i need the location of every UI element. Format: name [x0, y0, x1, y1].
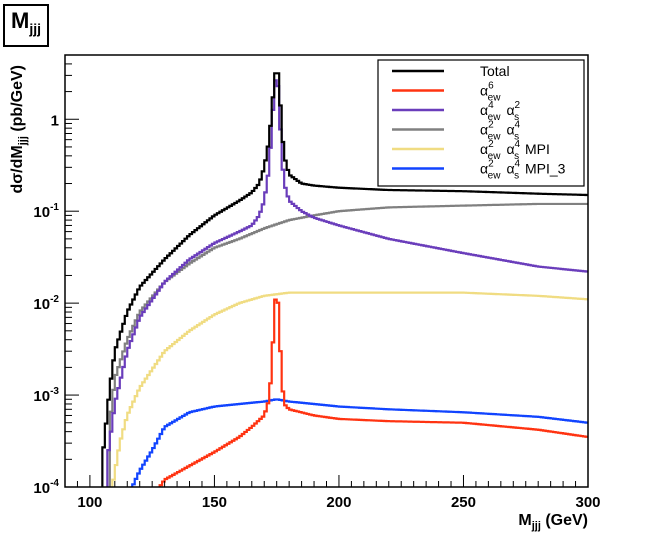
x-tick-label: 200 [326, 494, 351, 511]
figure-title-sub: jjj [29, 20, 41, 37]
y-tick-label: 10-2 [33, 294, 59, 313]
x-tick-label: 300 [575, 494, 600, 511]
legend-box [377, 59, 585, 187]
x-axis-label-unit: (GeV) [541, 512, 588, 529]
series-line-5 [131, 398, 588, 487]
y-tick-label: 10-4 [33, 478, 59, 497]
series-line-4 [111, 291, 588, 487]
y-tick-label: 1 [51, 112, 59, 129]
legend-entry: α2 ew α4 s MPI [480, 139, 550, 162]
legend-entry: α6 ew [480, 81, 501, 104]
x-tick-label: 100 [77, 494, 102, 511]
y-axis-label-sub: jjj [17, 136, 29, 146]
series-line-0 [101, 72, 588, 487]
y-axis-label-main: dσ/dM [9, 145, 26, 193]
x-tick-label: 150 [202, 494, 227, 511]
x-axis-label-sub: jjj [531, 520, 541, 532]
legend-entry: Total [480, 63, 510, 79]
series-line-1 [158, 298, 588, 487]
x-axis: 100 150 200 250 300 [64, 475, 601, 511]
y-axis-label-unit: (pb/GeV) [9, 65, 26, 136]
series-layer [101, 72, 588, 487]
legend-entry: α2 ew α4 s MPI_3 [480, 159, 566, 182]
series-line-2 [106, 79, 588, 487]
x-axis-label: Mjjj (GeV) [518, 512, 588, 532]
y-axis: 10-4 10-3 10-2 10-1 1 [33, 54, 79, 497]
legend-entry: α2 ew α4 s [480, 120, 521, 143]
y-tick-label: 10-1 [33, 202, 59, 221]
x-tick-label: 250 [451, 494, 476, 511]
series-line-3 [108, 202, 588, 487]
legend-entry: α4 ew α2 s [480, 100, 521, 123]
y-axis-label: dσ/dMjjj (pb/GeV) [9, 65, 29, 194]
figure-title: Mjjj [3, 4, 49, 48]
figure-title-main: M [11, 8, 30, 33]
y-tick-label: 10-3 [33, 386, 59, 405]
x-axis-label-main: M [518, 512, 531, 529]
